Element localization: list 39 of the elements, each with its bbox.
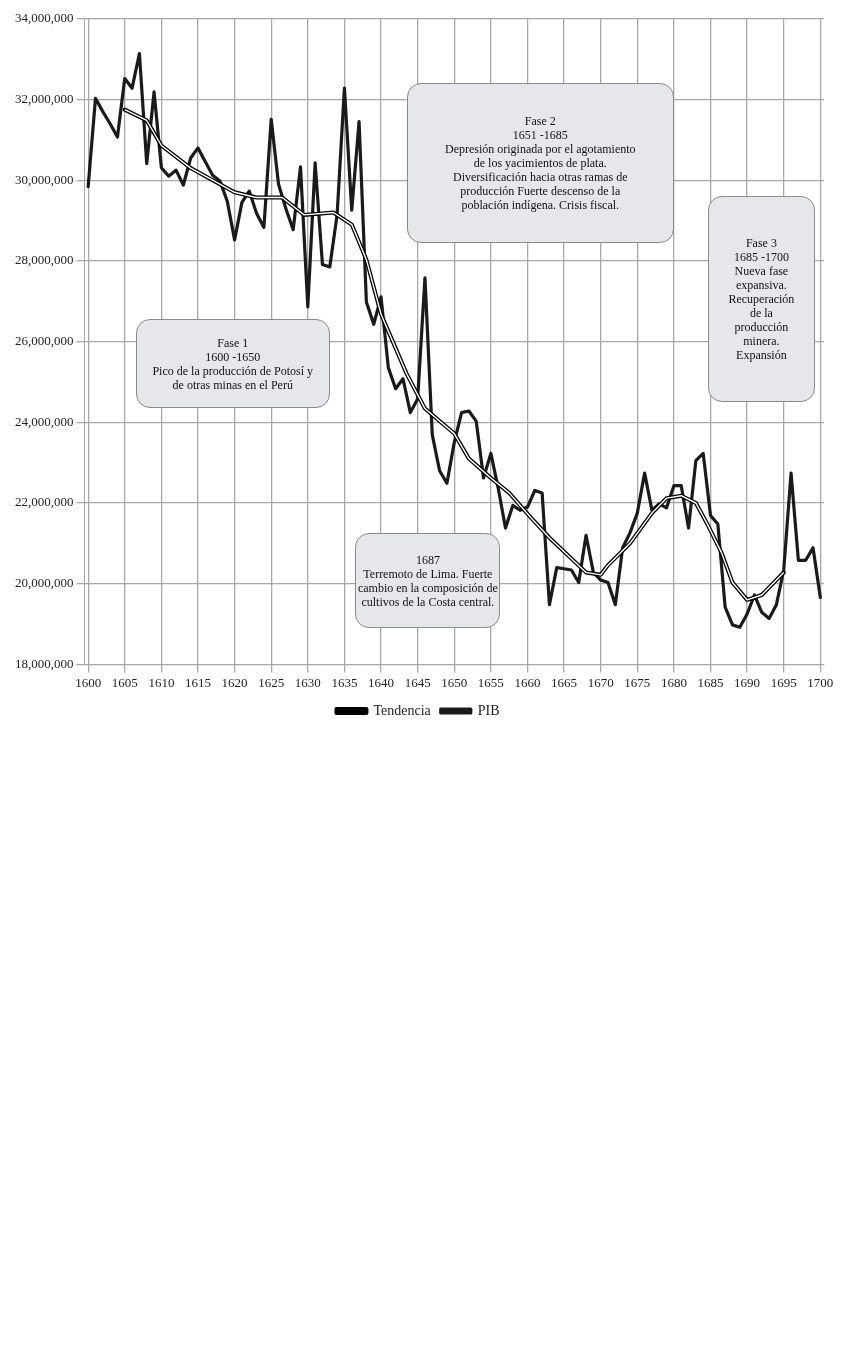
y-tick-label: 22,000,000 bbox=[15, 494, 74, 510]
legend-label: Tendencia bbox=[373, 702, 432, 718]
annotation: Fase 2 1651 -1685 Depresión originada por el agotamiento de los yacimientos de plata. Diversificación hacia otras ramas de producción Fuerte descenso de la población indígena. Crisis fiscal. bbox=[444, 114, 636, 213]
y-tick-label: 28,000,000 bbox=[15, 252, 74, 268]
note-box: 1687 Terremoto de Lima. Fuerte cambio en la composición de cultivos de la Costa central. bbox=[355, 533, 501, 629]
x-tick-label: 1650 bbox=[441, 674, 468, 690]
x-tick-label: 1680 bbox=[660, 674, 687, 690]
x-tick-label: 1700 bbox=[807, 674, 834, 690]
x-tick-label: 1675 bbox=[624, 674, 651, 690]
x-tick-label: 1690 bbox=[734, 674, 761, 690]
x-tick-label: 1695 bbox=[770, 674, 797, 690]
x-tick-label: 1600 bbox=[75, 674, 102, 690]
annotation: 1687 Terremoto de Lima. Fuerte cambio en la composición de cultivos de la Costa central. bbox=[357, 552, 498, 609]
x-tick-label: 1620 bbox=[221, 674, 248, 690]
x-tick-label: 1615 bbox=[184, 674, 211, 690]
x-tick-label: 1625 bbox=[258, 674, 285, 690]
y-tick-label: 26,000,000 bbox=[15, 333, 74, 349]
x-tick-label: 1640 bbox=[368, 674, 395, 690]
x-tick-label: 1655 bbox=[477, 674, 504, 690]
x-tick-label: 1670 bbox=[587, 674, 614, 690]
legend-label: PIB bbox=[477, 702, 500, 718]
y-tick-label: 32,000,000 bbox=[15, 90, 74, 106]
x-tick-label: 1610 bbox=[148, 674, 175, 690]
x-tick-label: 1685 bbox=[697, 674, 724, 690]
x-tick-label: 1630 bbox=[294, 674, 321, 690]
y-tick-label: 20,000,000 bbox=[15, 575, 74, 591]
y-tick-label: 24,000,000 bbox=[15, 413, 74, 429]
x-tick-label: 1605 bbox=[111, 674, 138, 690]
x-tick-label: 1635 bbox=[331, 674, 358, 690]
note-box: Fase 3 1685 -1700 Nueva fase expansiva. Recuperación de la producción minera. Expansión bbox=[707, 196, 816, 403]
y-tick-label: 34,000,000 bbox=[15, 10, 74, 26]
y-tick-label: 18,000,000 bbox=[15, 655, 74, 671]
x-tick-label: 1660 bbox=[514, 674, 541, 690]
note-box: Fase 2 1651 -1685 Depresión originada por el agotamiento de los yacimientos de plata. Diversificación hacia otras ramas de producción Fuerte descenso de la población indígena. Crisis fiscal. bbox=[406, 83, 674, 243]
annotation: Fase 1 1600 -1650 Pico de la producción de Potosí y de otras minas en el Perú bbox=[152, 335, 314, 392]
x-tick-label: 1645 bbox=[404, 674, 431, 690]
note-box: Fase 1 1600 -1650 Pico de la producción de Potosí y de otras minas en el Perú bbox=[135, 319, 330, 409]
x-tick-label: 1665 bbox=[551, 674, 578, 690]
y-tick-label: 30,000,000 bbox=[15, 171, 74, 187]
